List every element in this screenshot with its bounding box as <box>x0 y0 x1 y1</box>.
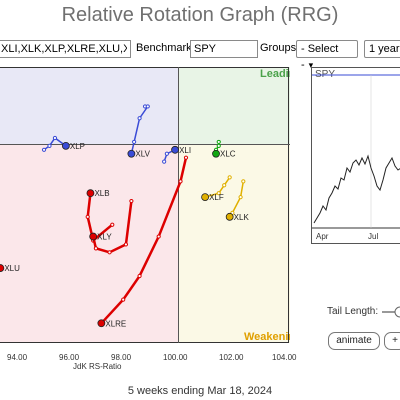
benchmark-chart-svg <box>312 74 400 229</box>
tail-xlb <box>86 193 114 243</box>
point-head-xlu[interactable] <box>0 264 5 272</box>
tail-xlv <box>130 105 150 154</box>
tail-xlp <box>43 136 67 151</box>
tail-point <box>107 250 112 255</box>
tail-point <box>162 159 167 164</box>
x-tick: 96.00 <box>59 353 80 362</box>
point-label-xlre: XLRE <box>105 319 126 328</box>
horizontal-center-line <box>0 144 290 145</box>
symbols-input[interactable] <box>0 40 131 58</box>
tail-point <box>216 139 221 145</box>
tail-point <box>222 183 227 188</box>
tail-point <box>85 214 90 219</box>
axis-border <box>0 67 289 343</box>
point-head-xlf[interactable] <box>201 193 210 202</box>
groups-select[interactable]: - Select - ▾ <box>296 40 358 71</box>
tail-point <box>41 147 47 152</box>
point-head-xli[interactable] <box>171 145 179 154</box>
animate-button[interactable]: animate <box>328 332 380 350</box>
x-tick: 104.00 <box>272 353 297 362</box>
benchmark-x-tick: Jul <box>368 232 379 241</box>
tail-xlf <box>204 176 231 198</box>
tail-length-slider[interactable] <box>382 306 400 318</box>
point-head-xlp[interactable] <box>61 141 70 150</box>
point-head-xlre[interactable] <box>97 319 106 328</box>
point-label-xlf: XLF <box>209 193 224 202</box>
tail-point <box>227 175 232 180</box>
period-select[interactable]: 1 year <box>364 40 400 58</box>
page-title: Relative Rotation Graph (RRG) <box>61 4 339 26</box>
tail-point <box>178 179 183 184</box>
point-head-xlb[interactable] <box>86 189 95 198</box>
quadrant-lagging <box>0 144 178 343</box>
tail-point <box>183 155 189 160</box>
rrg-plot: Leading Weakening XLPXLVXLIXLCXLFXLKXLBX… <box>0 67 290 343</box>
point-label-xli: XLI <box>179 146 191 155</box>
tail-point <box>137 273 142 279</box>
x-tick: 94.00 <box>7 353 28 362</box>
x-axis-title: JdK RS-Ratio <box>73 362 122 371</box>
rrg-chart-svg: XLP XLV XLI XLC XLF XLK XLB XLY XLU XLRE <box>0 104 250 328</box>
point-label-xlb: XLB <box>94 189 109 198</box>
tail-point <box>121 297 126 302</box>
tail-point <box>164 151 169 156</box>
vertical-center-line <box>178 67 179 343</box>
x-tick: 102.00 <box>219 353 244 362</box>
tail-point <box>52 135 58 141</box>
tail-point <box>129 198 134 204</box>
point-label-xly: XLY <box>97 233 112 242</box>
quadrant-weakening <box>178 144 290 343</box>
point-head-xlc[interactable] <box>212 149 220 158</box>
benchmark-chart: SPY Apr Jul <box>311 67 400 244</box>
tail-point <box>123 242 129 247</box>
tail-point <box>216 143 221 148</box>
point-head-xlk[interactable] <box>225 212 234 221</box>
point-label-xlv: XLV <box>135 150 150 159</box>
quadrant-leading <box>178 67 290 144</box>
x-tick: 98.00 <box>111 353 132 362</box>
tail-point <box>238 195 243 200</box>
tail-point <box>137 116 142 121</box>
point-label-xlu: XLU <box>4 264 20 273</box>
benchmark-label: Benchmark: <box>136 42 195 54</box>
period-select-value: 1 year <box>369 43 400 55</box>
tail-point <box>47 143 52 148</box>
tail-point <box>156 234 161 239</box>
chevron-down-icon: ▾ <box>308 60 314 70</box>
point-label-xlk: XLK <box>234 213 250 222</box>
weakening-label: Weakening <box>244 331 290 343</box>
tail-point <box>110 222 115 227</box>
zoom-in-button[interactable]: + <box>384 332 400 350</box>
groups-select-value: - Select - <box>301 43 339 71</box>
groups-label: Groups: <box>260 42 300 54</box>
tail-point <box>241 179 246 184</box>
x-tick: 100.00 <box>163 353 188 362</box>
tail-xlre <box>100 157 188 325</box>
benchmark-price-line <box>313 154 400 224</box>
point-head-xly[interactable] <box>89 232 98 241</box>
tail-point <box>145 104 150 109</box>
tail-point <box>93 246 99 251</box>
tail-point <box>216 191 221 196</box>
benchmark-input[interactable] <box>190 40 258 58</box>
tail-length-label: Tail Length: <box>327 306 379 317</box>
point-label-xlc: XLC <box>220 150 236 159</box>
footer-date-text: 5 weeks ending Mar 18, 2024 <box>127 385 273 397</box>
point-head-xlv[interactable] <box>127 149 136 158</box>
leading-label: Leading <box>260 68 290 80</box>
toolbar: Benchmark: Groups: - Select -▾ 1 year <box>0 40 400 71</box>
tail-point <box>132 139 137 145</box>
point-label-xlp: XLP <box>70 142 85 151</box>
benchmark-x-tick: Apr <box>316 232 329 241</box>
